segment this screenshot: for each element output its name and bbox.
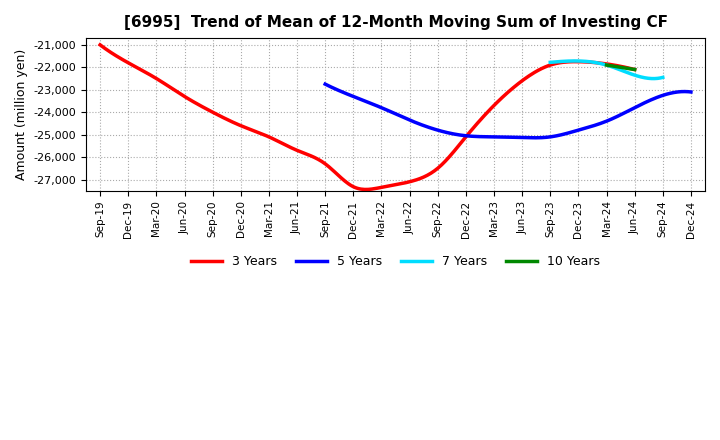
Y-axis label: Amount (million yen): Amount (million yen) xyxy=(15,49,28,180)
Legend: 3 Years, 5 Years, 7 Years, 10 Years: 3 Years, 5 Years, 7 Years, 10 Years xyxy=(186,250,606,273)
Title: [6995]  Trend of Mean of 12-Month Moving Sum of Investing CF: [6995] Trend of Mean of 12-Month Moving … xyxy=(124,15,667,30)
